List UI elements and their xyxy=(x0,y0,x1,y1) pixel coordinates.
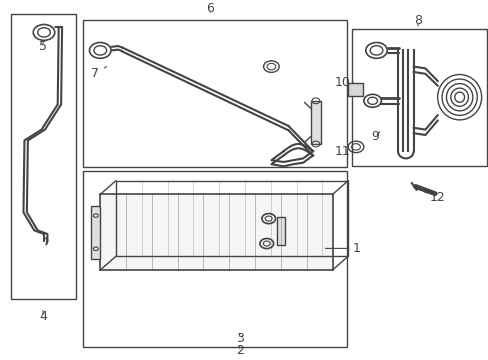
Text: 10: 10 xyxy=(334,76,352,89)
Bar xyxy=(91,206,100,258)
Text: 6: 6 xyxy=(206,3,214,15)
Text: 5: 5 xyxy=(39,40,47,53)
Bar xyxy=(83,171,346,347)
Text: 4: 4 xyxy=(39,310,47,323)
Text: 7: 7 xyxy=(91,67,106,80)
Text: 11: 11 xyxy=(334,145,352,158)
Bar xyxy=(347,83,362,96)
Bar xyxy=(100,194,332,270)
Bar xyxy=(11,14,76,299)
Text: 12: 12 xyxy=(424,191,445,204)
Text: 8: 8 xyxy=(413,14,421,27)
Bar xyxy=(310,101,321,144)
Bar xyxy=(276,217,285,246)
Text: 3: 3 xyxy=(235,332,243,345)
Text: 9: 9 xyxy=(371,130,379,143)
Bar xyxy=(83,20,346,167)
Text: 2: 2 xyxy=(235,345,243,357)
Bar xyxy=(351,29,486,166)
Bar xyxy=(116,181,347,256)
Text: 1: 1 xyxy=(325,242,360,255)
